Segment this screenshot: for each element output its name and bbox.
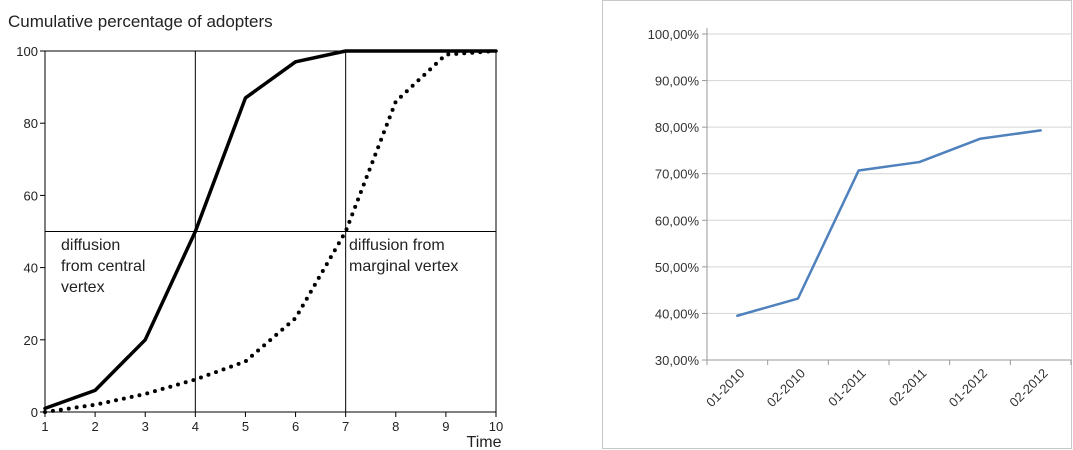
x-tick-label: 01-2011 — [825, 366, 869, 410]
x-tick-label: 01-2012 — [946, 366, 990, 410]
x-tick-label: 1 — [41, 419, 48, 434]
y-tick-label: 40,00% — [655, 306, 700, 321]
y-tick-label: 60,00% — [655, 213, 700, 228]
y-tick-label: 0 — [31, 405, 38, 420]
annotation-central: from central — [61, 258, 145, 275]
chart-title: Cumulative percentage of adopters — [8, 12, 273, 31]
y-tick-label: 90,00% — [655, 74, 700, 89]
x-tick-label: 5 — [242, 419, 249, 434]
annotation-marginal: marginal vertex — [349, 258, 458, 275]
percentage-chart: 30,00% 40,00% 50,00% 60,00% 70,00% 80,00% 90,0… — [648, 27, 1072, 410]
x-tick-label: 3 — [142, 419, 149, 434]
y-tick-label: 80 — [24, 116, 38, 131]
percentage-chart-panel: 30,00% 40,00% 50,00% 60,00% 70,00% 80,00% 90,0… — [602, 0, 1072, 449]
x-tick-label: 6 — [292, 419, 299, 434]
x-tick-label: 10 — [489, 419, 503, 434]
x-tick-label: 7 — [342, 419, 349, 434]
y-tick-label: 60 — [24, 188, 38, 203]
y-tick-label: 70,00% — [655, 167, 700, 182]
x-tick-label: 4 — [192, 419, 199, 434]
y-tick-label: 20 — [24, 333, 38, 348]
x-tick-label: 9 — [442, 419, 449, 434]
y-tick-label: 80,00% — [655, 120, 700, 135]
adopters-chart: Cumulative percentage of adopters 0 20 40 60… — [8, 12, 503, 450]
x-axis-label: Time — [467, 434, 502, 450]
annotation-central: vertex — [61, 279, 105, 296]
y-tick-label: 30,00% — [655, 353, 700, 368]
series-line-central — [43, 49, 498, 411]
series-line-marginal — [43, 49, 498, 414]
x-tick-label: 02-2011 — [886, 366, 930, 410]
y-tick-label: 50,00% — [655, 260, 700, 275]
series-line — [736, 129, 1042, 318]
y-tick-label: 100,00% — [648, 27, 700, 42]
y-tick-label: 40 — [24, 261, 38, 276]
x-tick-label: 2 — [91, 419, 98, 434]
x-tick-label: 02-2012 — [1006, 366, 1050, 410]
annotation-central: diffusion — [61, 237, 120, 254]
y-tick-label: 100 — [16, 44, 38, 59]
annotation-marginal: diffusion from — [349, 237, 445, 254]
x-tick-label: 8 — [392, 419, 399, 434]
x-tick-label: 01-2010 — [703, 366, 747, 410]
x-tick-label: 02-2010 — [764, 366, 808, 410]
